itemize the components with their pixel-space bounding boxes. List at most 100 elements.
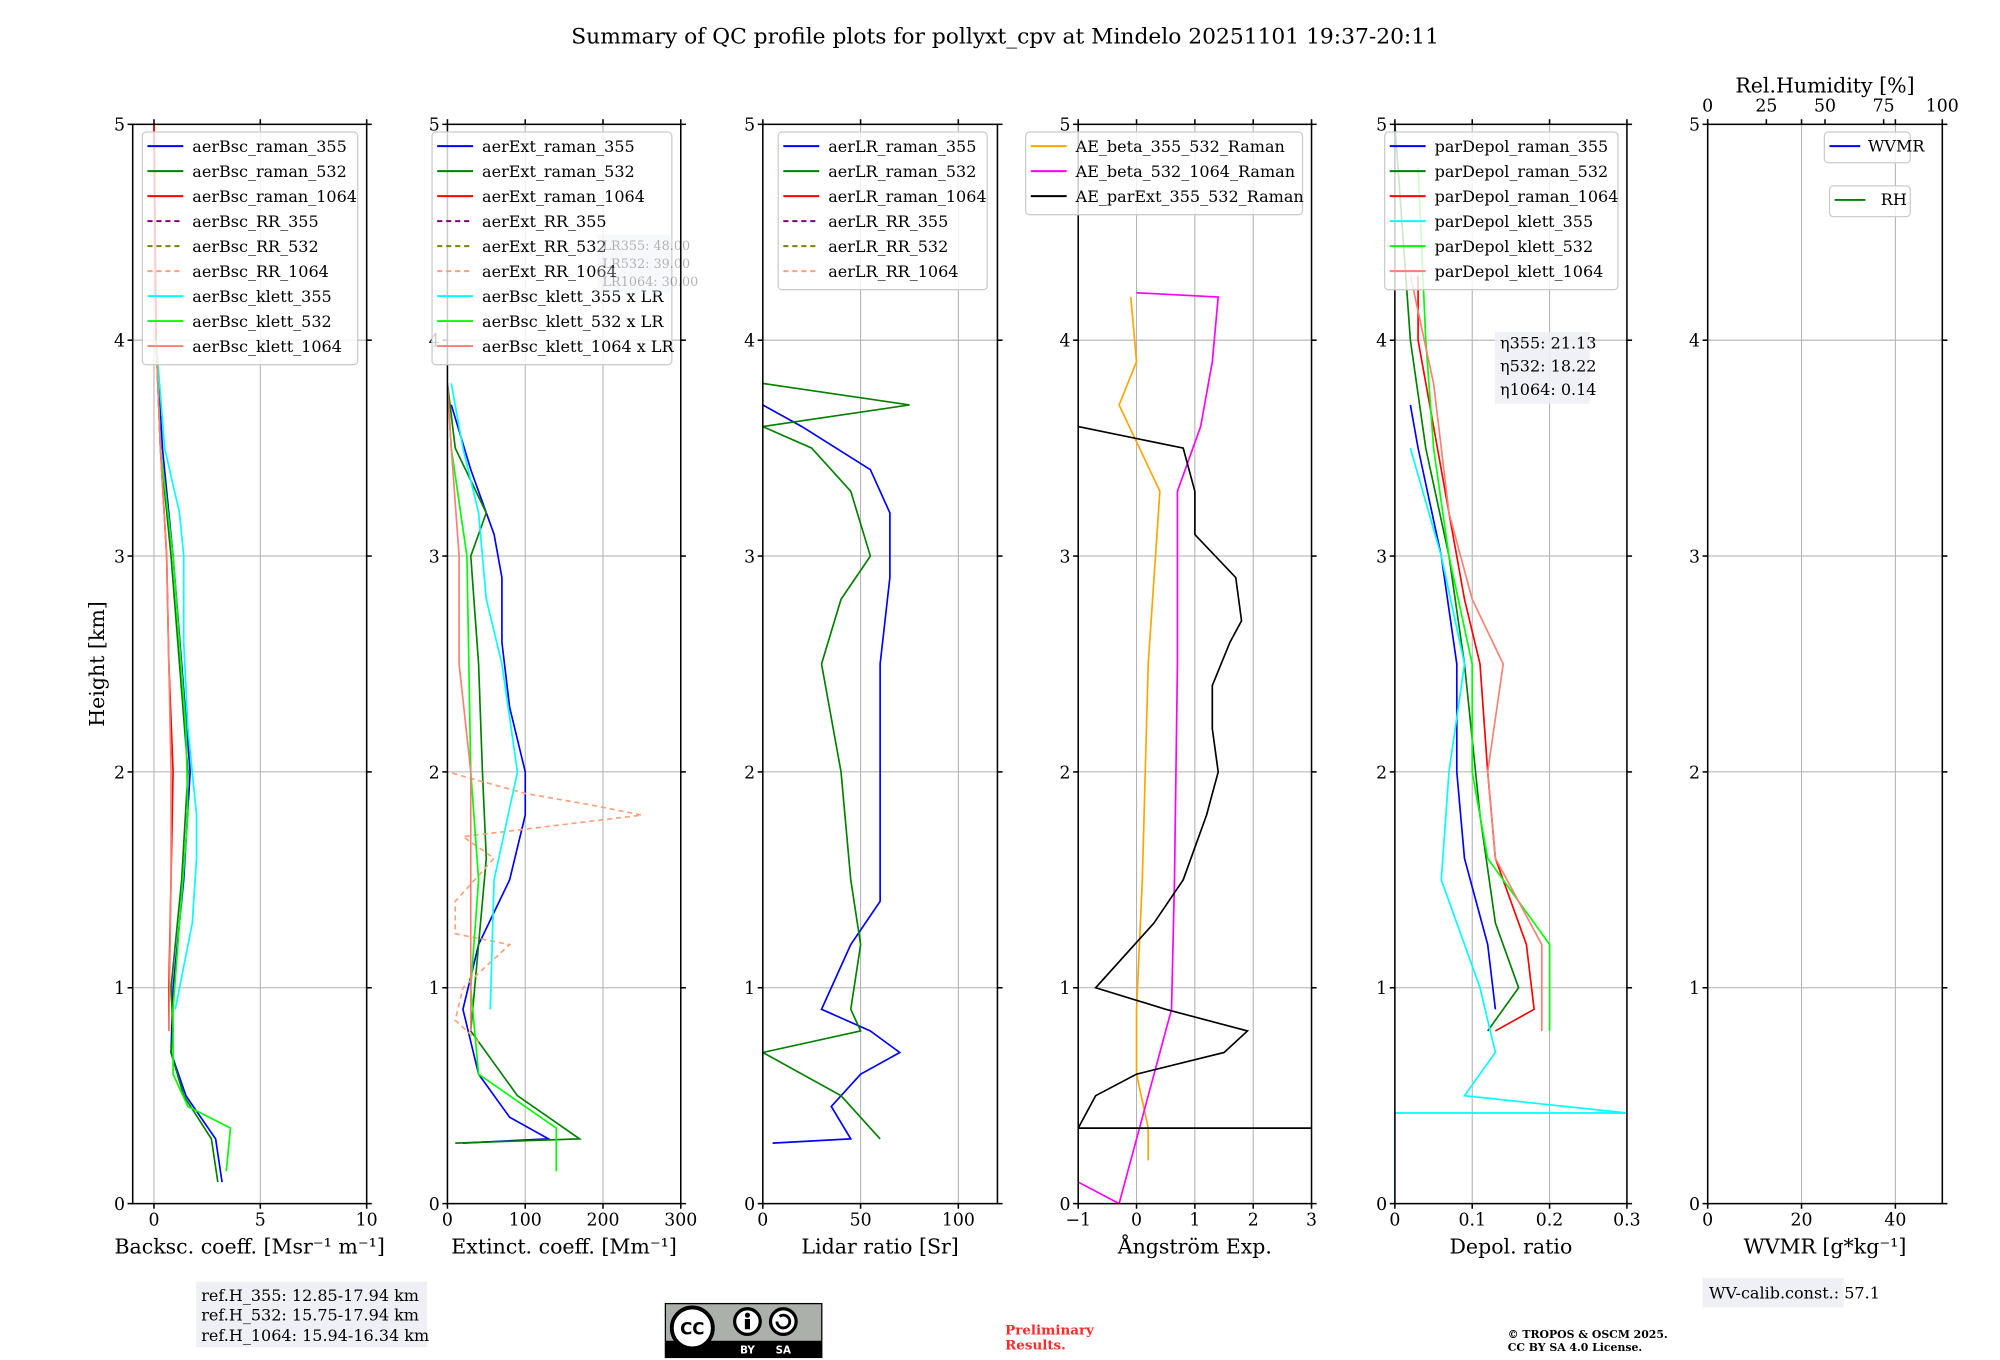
x-tick-label: 1 (1189, 1210, 1200, 1230)
legend-label: aerLR_RR_1064 (828, 262, 958, 281)
eta-355: η355: 21.13 (1500, 334, 1597, 353)
x-tick-label: 100 (942, 1210, 975, 1230)
x-tick-label: 100 (509, 1210, 542, 1230)
lidar-ratio-annotation: LR355: 48.00 LR532: 39.00 LR1064: 30.00 (597, 234, 698, 294)
y-tick-label: 2 (1059, 763, 1070, 783)
legend-box (141, 131, 359, 366)
y-tick-label: 3 (744, 547, 755, 567)
x-axis-label: Extinct. coeff. [Mm⁻¹] (451, 1235, 677, 1259)
series-line-aerbsc-klett-355-x-lr (450, 383, 519, 1010)
y-tick-label: 5 (1376, 116, 1387, 136)
cc-by-text: BY (740, 1345, 755, 1357)
legend-label: AE_parExt_355_532_Raman (1075, 187, 1304, 206)
y-tick-label: 0 (114, 1195, 125, 1215)
series-line-ae-parext-355-532-raman (1078, 425, 1312, 1129)
legend-angstrom: AE_beta_355_532_Raman AE_beta_532_1064_Ra… (1025, 131, 1304, 216)
top-tick-label: 25 (1755, 97, 1777, 117)
x-axis-label: Ångström Exp. (1117, 1234, 1272, 1259)
axes-frame (446, 123, 682, 1205)
y-tick-label: 1 (1059, 979, 1070, 999)
x-tick-label: 200 (586, 1210, 619, 1230)
preliminary-line-1: Preliminary (1005, 1322, 1095, 1338)
panel-backscatter: 0 5 10 0 1 2 3 4 5 Backsc. coeff. [Msr⁻¹ m⁻¹] aerB… (114, 116, 385, 1259)
series-line-aerext-raman-532 (447, 383, 583, 1144)
top-tick-label: 100 (1926, 97, 1959, 117)
ref-h-532: ref.H_532: 15.75-17.94 km (201, 1305, 419, 1324)
legend-label: aerBsc_klett_1064 x LR (482, 337, 674, 356)
x-tick-label: 50 (850, 1210, 872, 1230)
top-axis-label: Rel.Humidity [%] (1735, 73, 1914, 97)
y-tick-label: 4 (1689, 332, 1700, 352)
y-tick-label: 4 (1059, 332, 1070, 352)
x-tick-label: 0 (1702, 1210, 1713, 1230)
top-tick-label: 75 (1873, 97, 1895, 117)
y-tick-label: 1 (429, 979, 440, 999)
legend-label: AE_beta_532_1064_Raman (1075, 162, 1295, 181)
legend-label: WVMR (1868, 136, 1925, 155)
panel-water_vapor: 0 20 40 0 1 2 3 4 5 WVMR [g*kg⁻¹] 0 25 50 75 100 Rel.Hu… (1689, 73, 1959, 1258)
series-line-ae-beta-532-1064-raman (1078, 291, 1220, 1204)
legend-label: AE_beta_355_532_Raman (1075, 137, 1285, 156)
legend-label: RH (1881, 190, 1907, 209)
y-tick-label: 2 (429, 763, 440, 783)
legend-extinction: aerExt_raman_355 aerExt_raman_532 aerExt_r… (431, 131, 675, 366)
legend-depolarization: parDepol_raman_355 parDepol_raman_532 parD… (1383, 131, 1619, 291)
legend-label: parDepol_raman_532 (1435, 162, 1609, 181)
lr-355: LR355: 48.00 (603, 239, 691, 254)
legend-label: aerLR_raman_532 (828, 162, 976, 181)
y-tick-label: 3 (114, 547, 125, 567)
ref-h-1064: ref.H_1064: 15.94-16.34 km (201, 1326, 429, 1345)
axes-frame (1394, 123, 1628, 1205)
copyright-line-2: CC BY SA 4.0 License. (1508, 1341, 1642, 1354)
series-line-aerbsc-klett-532 (155, 340, 232, 1172)
y-tick-label: 3 (1059, 547, 1070, 567)
x-tick-label: 3 (1306, 1210, 1317, 1230)
legend-label: aerExt_raman_355 (482, 137, 635, 156)
cc-by-sa-logo: CC BY SA (664, 1302, 823, 1359)
ref-h-355: ref.H_355: 12.85-17.94 km (201, 1286, 419, 1305)
x-tick-label: 300 (664, 1210, 697, 1230)
legend-label: aerExt_raman_1064 (482, 187, 645, 206)
x-tick-label: 0 (148, 1210, 159, 1230)
series-line-aerext-raman-355 (450, 404, 552, 1144)
y-tick-label: 2 (114, 763, 125, 783)
legend-label: aerBsc_klett_1064 (192, 337, 342, 356)
panel-extinction: 0100200300012345Extinct. coeff. [Mm⁻¹]ae… (429, 116, 698, 1259)
legend-label: aerBsc_RR_532 (192, 237, 318, 256)
legend-lidar_ratio: aerLR_raman_355 aerLR_raman_532 aerLR_rama… (777, 131, 988, 291)
legend-box (1828, 185, 1911, 218)
axes-frame (762, 123, 999, 1205)
legend-label: aerBsc_klett_355 x LR (482, 287, 664, 306)
x-tick-label: 20 (1791, 1210, 1813, 1230)
legend-label: parDepol_klett_532 (1435, 237, 1594, 256)
y-tick-label: 1 (744, 979, 755, 999)
x-tick-label: 0.1 (1458, 1210, 1486, 1230)
series-line-pardepol-klett-532 (1417, 167, 1551, 1031)
x-tick-label: 0 (1389, 1210, 1400, 1230)
x-tick-label: 5 (255, 1210, 266, 1230)
legend-label: aerLR_RR_532 (828, 237, 948, 256)
legend-wvmr: WVMR (1823, 131, 1925, 164)
x-tick-label: 0.3 (1613, 1210, 1641, 1230)
series-line-aerlr-raman-355 (762, 404, 902, 1144)
legend-rh: RH (1828, 185, 1911, 218)
legend-box (431, 131, 673, 366)
y-tick-label: 5 (114, 116, 125, 136)
figure-title: Summary of QC profile plots for pollyxt_… (571, 25, 1439, 50)
x-tick-label: 0 (442, 1210, 453, 1230)
legend-backscatter: aerBsc_raman_355 aerBsc_raman_532 aerBsc_r… (141, 131, 359, 366)
eta-1064: η1064: 0.14 (1500, 380, 1597, 399)
y-tick-label: 0 (1689, 1195, 1700, 1215)
y-tick-label: 5 (1689, 116, 1700, 136)
y-tick-label: 0 (1059, 1195, 1070, 1215)
x-axis-label: WVMR [g*kg⁻¹] (1744, 1235, 1907, 1259)
legend-label: aerExt_RR_1064 (482, 262, 617, 281)
legend-box (777, 131, 988, 291)
y-tick-label: 1 (1689, 979, 1700, 999)
y-tick-label: 5 (1059, 116, 1070, 136)
y-tick-label: 2 (1376, 763, 1387, 783)
y-tick-label: 3 (1376, 547, 1387, 567)
axes-frame (131, 123, 368, 1205)
wv-calib-text: WV-calib.const.: 57.1 (1709, 1283, 1880, 1302)
